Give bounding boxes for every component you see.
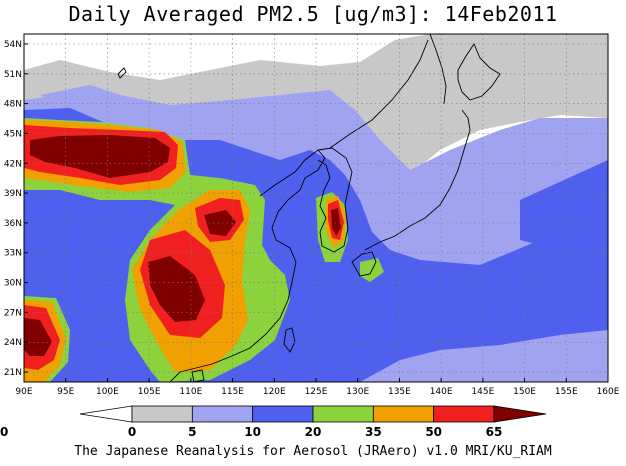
lon-tick-label: 160E: [597, 387, 620, 397]
lon-tick-label: 155E: [555, 387, 578, 397]
lon-tick-label: 100E: [96, 387, 119, 397]
lake-baikal: [117, 67, 127, 79]
colorbar-swatch: [493, 405, 547, 423]
lat-tick-label: 45N: [4, 129, 22, 139]
level-80-region-sw: [24, 318, 52, 356]
longitude-axis: 90E 95E 100E 105E 110E 115E 120E 125E 130E 135E 14…: [15, 378, 620, 397]
lat-tick-label: 21N: [4, 368, 22, 378]
hainan-coastline: [191, 369, 205, 382]
level-80-region-ne: [204, 210, 236, 236]
colorbar-swatch: [79, 405, 133, 423]
lon-tick-label: 135E: [388, 387, 411, 397]
latitude-axis: 21N 24N 27N 30N 33N 36N 39N 42N 45N 48N 51N 54N: [4, 40, 28, 378]
colorbar-swatch: [191, 405, 254, 423]
taiwan-coastline: [283, 327, 296, 353]
japan-hokkaido-coastline: [457, 43, 501, 101]
lat-tick-label: 24N: [4, 338, 22, 348]
colorbar: 0 5 10 20 35 50 65 80: [0, 405, 547, 439]
lon-tick-label: 130E: [346, 387, 369, 397]
lat-lon-grid: [24, 34, 608, 382]
colorbar-swatch: [131, 405, 193, 423]
colorbar-label: 35: [365, 425, 382, 439]
lon-tick-label: 150E: [513, 387, 536, 397]
lon-tick-label: 120E: [263, 387, 286, 397]
coastlines: [117, 34, 501, 382]
lon-tick-label: 145E: [471, 387, 494, 397]
lat-tick-label: 48N: [4, 100, 22, 110]
japan-honshu-coastline: [364, 109, 471, 251]
colorbar-label: 65: [486, 425, 503, 439]
lat-tick-label: 51N: [4, 70, 22, 80]
lat-tick-label: 27N: [4, 308, 22, 318]
lon-tick-label: 115E: [221, 387, 244, 397]
colorbar-label: 50: [425, 425, 442, 439]
map-plot: [23, 33, 609, 383]
mainland-coast-north: [329, 39, 429, 149]
colorbar-swatch: [433, 405, 495, 423]
lon-tick-label: 105E: [138, 387, 161, 397]
sakhalin-coastline: [429, 34, 447, 105]
lon-tick-label: 110E: [179, 387, 202, 397]
level-20-region-east: [520, 160, 608, 250]
lon-tick-label: 125E: [305, 387, 328, 397]
lat-tick-label: 42N: [4, 159, 22, 169]
colorbar-label: 10: [244, 425, 261, 439]
colorbar-label: 5: [188, 425, 196, 439]
lat-tick-label: 30N: [4, 279, 22, 289]
lat-tick-label: 36N: [4, 219, 22, 229]
lat-tick-label: 39N: [4, 189, 22, 199]
colorbar-label: 0: [128, 425, 136, 439]
japan-kyushu-coastline: [351, 251, 377, 277]
lon-tick-label: 140E: [430, 387, 453, 397]
level-80-region-korea: [331, 208, 341, 236]
colorbar-swatch: [372, 405, 435, 423]
colorbar-swatch: [252, 405, 314, 423]
korea-coastline: [317, 147, 353, 253]
level-80-region: [30, 135, 170, 178]
lon-tick-label: 95E: [57, 387, 74, 397]
colorbar-label: 20: [305, 425, 322, 439]
lat-tick-label: 54N: [4, 40, 22, 50]
colorbar-swatch: [312, 405, 374, 423]
lat-tick-label: 33N: [4, 249, 22, 259]
chart-title: Daily Averaged PM2.5 [ug/m3]: 14Feb2011: [68, 2, 558, 26]
footer-credit: The Japanese Reanalysis for Aerosol (JRA…: [74, 444, 552, 459]
pm25-field: [24, 34, 608, 382]
lon-tick-label: 90E: [15, 387, 32, 397]
colorbar-label: 80: [0, 425, 8, 439]
